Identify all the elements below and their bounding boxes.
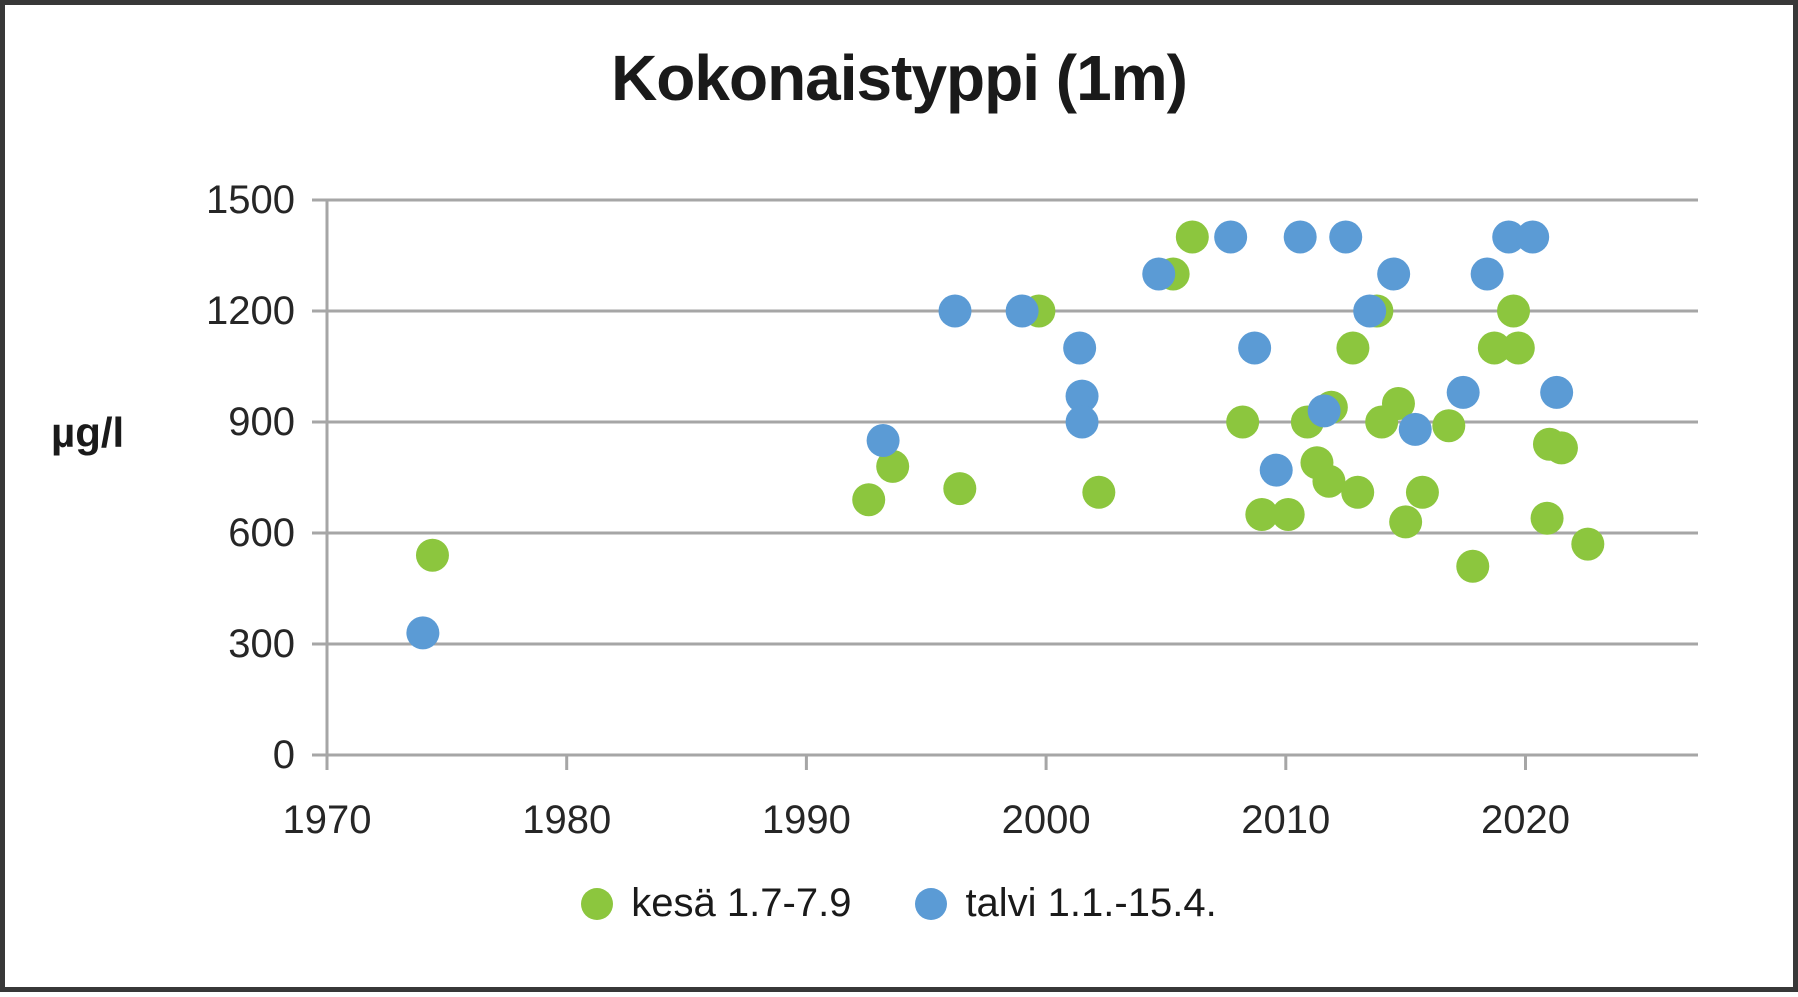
data-point-kesa: [1312, 464, 1346, 498]
data-point-kesa: [1245, 498, 1279, 531]
legend-item-talvi: talvi 1.1.-15.4.: [915, 881, 1217, 926]
data-point-talvi: [1005, 294, 1039, 328]
data-point-kesa: [1432, 409, 1466, 443]
data-point-talvi: [1214, 220, 1248, 254]
data-point-kesa: [1544, 431, 1578, 465]
data-point-kesa: [1456, 549, 1490, 583]
data-point-kesa: [1341, 475, 1375, 509]
x-tick-label: 1990: [762, 798, 851, 842]
x-tick-label: 1980: [522, 798, 611, 842]
data-point-kesa: [1405, 475, 1439, 509]
data-point-talvi: [1329, 220, 1363, 254]
data-point-kesa: [1497, 294, 1531, 328]
legend-item-kesa: kesä 1.7-7.9: [581, 881, 851, 926]
data-point-talvi: [1307, 394, 1341, 428]
legend-marker-kesa-icon: [581, 887, 614, 920]
data-point-kesa: [1389, 505, 1423, 539]
x-tick-label: 1970: [283, 798, 372, 842]
data-point-talvi: [1377, 257, 1411, 291]
x-tick-label: 2000: [1002, 798, 1091, 842]
y-tick-label: 600: [228, 511, 295, 555]
legend-label-talvi: talvi 1.1.-15.4.: [965, 881, 1217, 925]
data-point-kesa: [1082, 475, 1116, 509]
data-point-kesa: [1571, 527, 1605, 561]
y-tick-label: 900: [228, 400, 295, 444]
data-point-talvi: [1516, 220, 1550, 254]
data-point-kesa: [852, 483, 886, 517]
data-point-kesa: [1226, 405, 1260, 439]
x-tick-label: 2020: [1481, 798, 1570, 842]
chart-title: Kokonaistyppi (1m): [611, 42, 1188, 114]
data-point-kesa: [1336, 331, 1370, 365]
data-point-talvi: [1353, 294, 1387, 328]
data-point-talvi: [1446, 375, 1480, 409]
data-point-kesa: [876, 449, 910, 483]
data-point-kesa: [1175, 220, 1209, 254]
data-point-kesa: [1271, 498, 1305, 531]
data-point-talvi: [1142, 257, 1176, 291]
data-point-kesa: [415, 538, 449, 572]
data-point-talvi: [1398, 412, 1432, 446]
plot-area: 0 300 600 900 1200 1500 1970 1980 1990 2000 2010 20…: [206, 178, 1698, 842]
y-tick-label: 300: [228, 622, 295, 666]
data-point-talvi: [1065, 379, 1099, 413]
data-point-talvi: [938, 294, 972, 328]
data-point-talvi: [1063, 331, 1097, 365]
legend-marker-talvi-icon: [915, 887, 948, 920]
data-point-talvi: [1470, 257, 1504, 291]
y-tick-label: 1200: [206, 289, 295, 333]
y-axis-title: µg/l: [51, 409, 125, 456]
y-tick-label: 0: [273, 733, 295, 777]
data-point-kesa: [943, 472, 977, 506]
data-point-talvi: [1259, 453, 1293, 487]
x-tick-label: 2010: [1241, 798, 1330, 842]
data-point-kesa: [1477, 331, 1511, 365]
legend: kesä 1.7-7.9 talvi 1.1.-15.4.: [5, 881, 1793, 926]
data-point-talvi: [1540, 375, 1574, 409]
legend-label-kesa: kesä 1.7-7.9: [631, 881, 852, 925]
data-point-talvi: [1065, 405, 1099, 439]
data-point-kesa: [1381, 387, 1415, 420]
data-point-kesa: [1530, 501, 1564, 535]
data-point-talvi: [1492, 220, 1526, 254]
data-point-talvi: [1283, 220, 1317, 254]
y-tick-label: 1500: [206, 178, 295, 222]
data-point-talvi: [866, 424, 900, 457]
data-point-talvi: [406, 616, 440, 650]
data-point-kesa: [1501, 331, 1535, 365]
data-point-talvi: [1238, 331, 1272, 365]
